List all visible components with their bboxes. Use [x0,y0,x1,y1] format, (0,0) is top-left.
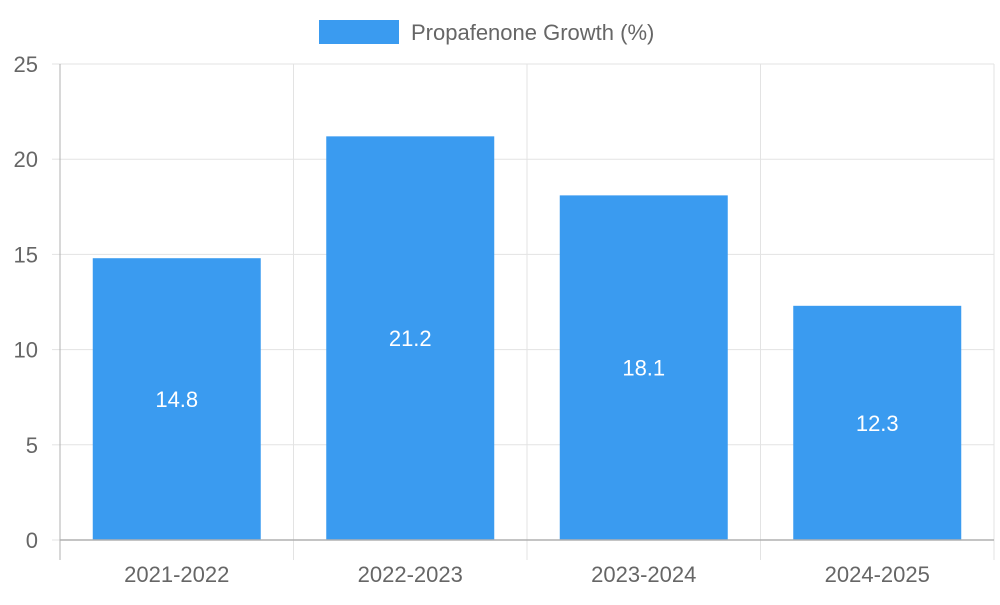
bar-value-label: 12.3 [856,411,899,436]
bars-layer [92,136,962,541]
y-tick-label: 5 [26,433,38,458]
legend-swatch[interactable] [319,20,399,44]
x-tick-label: 2024-2025 [825,562,930,587]
y-tick-label: 10 [14,338,38,363]
bar [326,136,495,541]
x-tick-label: 2022-2023 [358,562,463,587]
axes-layer: 0 5 10 15 20 25 2021-2022 2022-2023 2023-2024 202… [14,52,994,587]
x-tick-label: 2023-2024 [591,562,696,587]
x-tick-label: 2021-2022 [124,562,229,587]
bar [793,305,962,540]
bar [559,195,728,540]
legend-label[interactable]: Propafenone Growth (%) [411,20,654,45]
legend[interactable]: Propafenone Growth (%) [319,20,654,45]
bar-value-label: 18.1 [622,356,665,381]
bar-value-label: 14.8 [155,387,198,412]
labels-layer: 14.8 21.2 18.1 12.3 [155,326,898,436]
y-tick-label: 15 [14,242,38,267]
y-tick-label: 25 [14,52,38,77]
bar-value-label: 21.2 [389,326,432,351]
y-tick-label: 20 [14,147,38,172]
y-tick-label: 0 [26,528,38,553]
bar [92,258,261,540]
